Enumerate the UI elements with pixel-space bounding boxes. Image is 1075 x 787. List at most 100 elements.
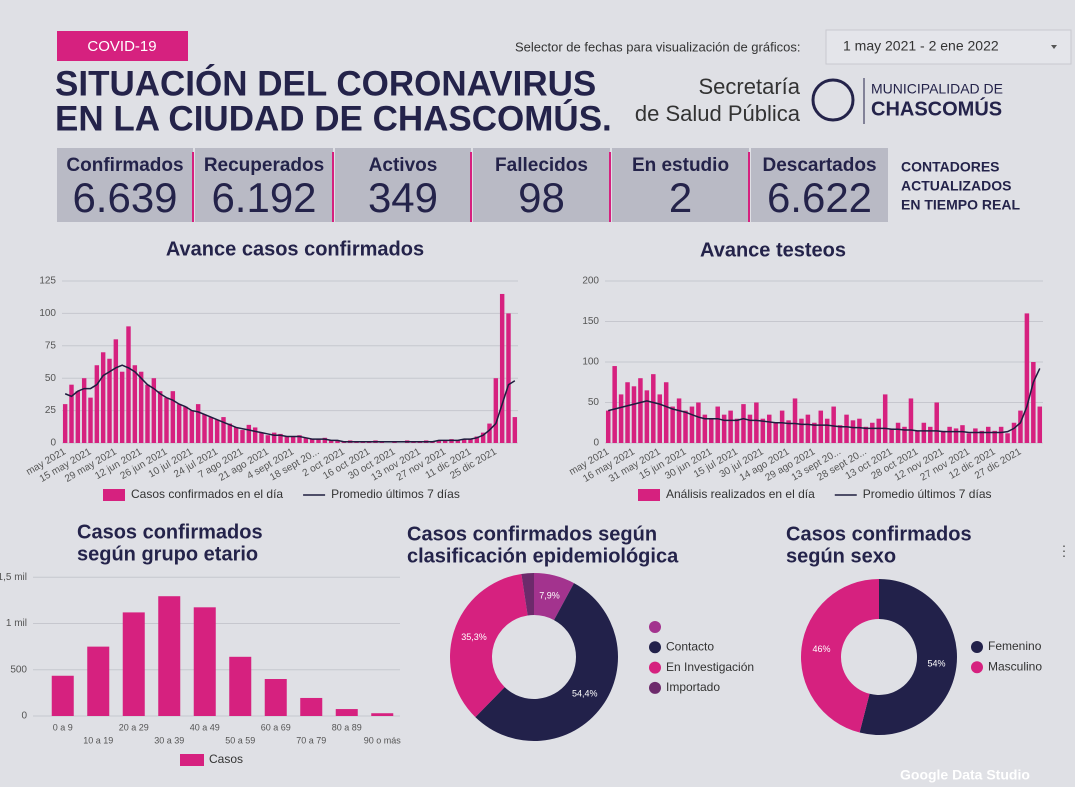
x-tick-label: 0 a 9 <box>53 722 73 732</box>
counters-note: EN TIEMPO REAL <box>901 197 1020 213</box>
bar <box>773 422 778 443</box>
bar <box>1037 406 1043 443</box>
date-selector[interactable] <box>825 29 1072 65</box>
counters-note: CONTADORES <box>901 159 1000 175</box>
bar <box>754 402 759 443</box>
logo <box>811 78 855 122</box>
bar <box>328 440 334 443</box>
bar <box>1031 362 1036 443</box>
title: EN LA CIUDAD DE CHASCOMÚS. <box>55 98 612 138</box>
tag-box <box>57 31 188 61</box>
dropdown-arrow[interactable] <box>1051 45 1057 49</box>
chart-title: clasificación epidemiológica <box>407 545 679 567</box>
bar <box>119 371 125 443</box>
x-tick-label: 40 a 49 <box>190 722 220 732</box>
bar <box>233 427 239 443</box>
pie-slice <box>450 573 528 718</box>
bar <box>696 402 701 443</box>
bar <box>895 422 901 443</box>
bar <box>747 414 753 443</box>
legend-label: Femenino <box>988 639 1042 653</box>
bar <box>506 313 511 443</box>
bar <box>193 607 216 716</box>
counter-label: Recuperados <box>204 155 324 176</box>
counter-label: En estudio <box>632 155 729 176</box>
counter-label: Confirmados <box>66 155 183 176</box>
x-tick-label: 30 a 39 <box>154 735 184 745</box>
bar <box>760 418 766 443</box>
legend-dot <box>649 661 661 674</box>
bar <box>335 440 340 443</box>
menu-dots[interactable]: ⋮ <box>1057 543 1071 559</box>
y-tick-label: 1 mil <box>6 618 27 629</box>
legend-dot <box>649 621 661 633</box>
bar <box>126 326 131 443</box>
bar <box>812 422 817 443</box>
counter-separator <box>609 152 611 222</box>
legend-dot <box>649 681 661 694</box>
slice-label: 35,3% <box>461 632 487 642</box>
bar <box>818 410 824 443</box>
footer: Google Data Studio <box>900 767 1030 783</box>
bar <box>480 432 486 443</box>
counter-box <box>57 148 193 222</box>
bar <box>992 430 997 443</box>
bar <box>442 440 448 443</box>
y-tick-label: 200 <box>582 276 599 287</box>
date-range[interactable]: 1 may 2021 - 2 ene 2022 <box>843 38 999 54</box>
bar <box>651 374 656 443</box>
line <box>64 364 516 443</box>
legend-swatch <box>180 754 204 766</box>
chart-title: Casos confirmados según <box>407 523 657 545</box>
bar <box>902 426 907 443</box>
counter-value: 349 <box>368 174 438 221</box>
bar <box>998 426 1004 443</box>
bar <box>721 414 727 443</box>
counter-box <box>335 148 471 222</box>
bar <box>271 432 277 443</box>
bar <box>297 435 302 443</box>
bar <box>278 433 283 443</box>
bar <box>436 440 442 443</box>
bar <box>138 371 144 443</box>
secretaria: Secretaría <box>699 74 801 99</box>
bar <box>979 430 985 443</box>
counters-note: ACTUALIZADOS <box>901 178 1011 194</box>
y-tick-label: 100 <box>39 308 56 319</box>
slice-label: 54,4% <box>572 689 598 699</box>
bar <box>303 437 309 443</box>
bar <box>631 386 637 443</box>
chart-title: según sexo <box>786 545 896 567</box>
y-tick-label: 100 <box>582 357 599 368</box>
bar <box>709 418 714 443</box>
counter-box <box>473 148 610 222</box>
chart-title: Casos confirmados <box>786 523 972 545</box>
bar <box>214 419 220 443</box>
chart-title: según grupo etario <box>77 543 258 565</box>
y-tick-label: 0 <box>593 438 599 449</box>
bar <box>75 391 81 443</box>
counter-value: 98 <box>518 174 565 221</box>
bar <box>734 418 740 443</box>
counter-separator <box>192 152 194 222</box>
muni: CHASCOMÚS <box>871 96 1002 120</box>
counter-value: 2 <box>669 174 692 221</box>
bar <box>1011 422 1017 443</box>
x-tick-label: 90 o más <box>364 735 402 745</box>
bar <box>487 423 492 443</box>
y-tick-label: 125 <box>39 276 56 287</box>
legend-label: Promedio últimos 7 días <box>863 487 992 501</box>
title: SITUACIÓN DEL CORONAVIRUS <box>55 63 596 103</box>
bar <box>158 596 181 716</box>
bar <box>908 398 914 443</box>
bar <box>786 420 791 443</box>
bar <box>474 436 480 443</box>
bar <box>122 612 145 716</box>
bar <box>715 406 720 443</box>
bar <box>966 433 972 443</box>
counter-label: Descartados <box>762 155 876 176</box>
slice-label: 7,9% <box>539 590 560 600</box>
counter-box <box>195 148 333 222</box>
bar <box>857 418 862 443</box>
